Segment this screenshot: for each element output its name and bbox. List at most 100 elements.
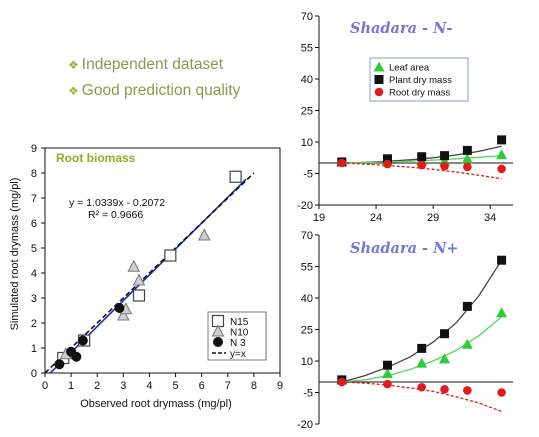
y-tick-label: 7 [31,193,37,205]
panel-n-plus-data-point [417,382,427,392]
panel-n-minus-y-tick-label: -20 [297,200,313,212]
bullet-text: Good prediction quality [81,82,241,99]
diamond-bullet-icon: ❖ [68,58,79,72]
panel-n-minus-legend-label: Root dry mass [389,88,450,99]
bullet-item: ❖ Independent dataset [68,52,240,78]
panel-n-plus-data-point [497,255,507,265]
y-tick-label: 9 [31,143,37,155]
panel-n-minus-data-point [417,160,427,170]
panel-n-minus-y-tick-label: -5 [303,169,313,181]
panel-n-minus-x-tick-label: 19 [313,212,325,224]
panel-n-minus-y-tick-label: 55 [301,43,313,55]
panel-n-minus-data-point [440,151,450,161]
panel-n-plus-y-tick-label: 25 [301,325,313,337]
y-tick-label: 2 [31,318,37,330]
y-tick-label: 4 [31,268,37,280]
panel-n-plus-y-tick-label: 55 [301,262,313,274]
panel-n-plus-data-point [382,360,392,370]
panel-n-minus-title: Shadara - N- [350,20,452,37]
panel-n-plus-y-tick-label: -20 [297,419,313,431]
data-point [114,303,125,313]
y-tick-label: 5 [31,243,37,255]
panel-n-plus-data-point [439,353,451,364]
panel-n-minus-y-tick-label: 10 [301,137,313,149]
panel-n-minus-legend-label: Leaf area [389,63,430,74]
x-tick-label: 9 [277,380,283,392]
panel-n-plus-y-tick-label: 10 [301,356,313,368]
panel-n-plus-data-point [337,377,347,387]
panel-n-minus-legend-label: Plant dry mass [389,75,452,86]
panel-n-plus-data-point [462,301,472,311]
panel-n-plus-data-point [497,388,506,397]
panel-n-plus-data-point [417,343,427,353]
scatter-title: Root biomass [56,151,136,165]
panel-n-plus-data-point [416,357,428,368]
x-tick-label: 2 [94,380,100,392]
bullet-text: Independent dataset [81,56,224,73]
data-point [127,259,141,272]
legend-label: y=x [230,349,246,360]
panel-n-minus-legend-box [369,57,469,102]
panel-n-minus-data-point [496,149,508,160]
data-point [77,335,88,346]
panel-n-plus-y-tick-label: -5 [303,388,313,400]
y-tick-label: 3 [31,293,37,305]
x-tick-label: 7 [225,380,231,392]
data-point [132,289,146,302]
data-point [229,170,242,183]
legend-label: N10 [230,328,249,339]
y-tick-label: 1 [31,343,37,355]
y-tick-label: 0 [31,368,37,380]
panel-n-minus-data-point [462,145,472,155]
x-tick-label: 1 [68,380,74,392]
y-tick-label: 6 [31,218,37,230]
panel-n-minus-y-tick-label: 40 [301,74,313,86]
panel-n-plus-data-point [496,307,508,318]
regression-equation: y = 1.0339x - 0.2072 [69,197,165,209]
panel-n-minus-data-point [497,135,507,145]
x-tick-label: 5 [172,380,178,392]
data-point [132,273,146,286]
panel-n-minus-data-point [383,159,392,169]
panel-n-plus-data-point [383,379,392,389]
x-tick-label: 4 [146,380,152,392]
legend-marker [213,337,223,347]
panel-n-minus-legend-marker [373,61,385,72]
panel-n-minus-y-tick-label: 25 [301,106,313,118]
panel-n-minus-data-point [497,164,506,174]
panel-n-minus-x-tick-label: 29 [427,212,439,224]
panel-n-plus-y-tick-label: 70 [301,230,313,242]
scatter-plot-frame [44,147,281,374]
diamond-bullet-icon: ❖ [68,84,79,98]
scatter-ylabel: Simulated root drymass (mg/pl) [9,178,21,331]
r-squared-label: R² = 0.9666 [88,209,143,221]
y-tick-label: 8 [31,168,37,180]
panel-n-plus-title: Shadara - N+ [350,240,459,257]
data-point [164,249,177,262]
panel-n-minus-y-tick-label: 70 [301,11,313,23]
panel-n-minus-data-point [382,154,392,164]
panel-n-minus-x-tick-label: 34 [484,212,496,224]
data-point [117,308,130,321]
panel-n-minus-data-point [440,161,449,171]
panel-n-minus-data-point [463,162,472,172]
x-tick-label: 8 [251,380,257,392]
panel-n-plus-y-tick-label: 40 [301,293,313,305]
data-point [71,351,82,362]
panel-n-plus-data-point [440,329,450,339]
panel-n-plus-data-point [381,368,393,379]
x-tick-label: 3 [120,380,126,392]
panel-n-minus-legend-marker [374,87,384,97]
panel-n-minus-x-tick-label: 24 [370,212,382,224]
x-tick-label: 0 [42,380,48,392]
panel-n-plus-data-point [463,386,472,395]
panel-n-minus-data-point [337,158,347,168]
panel-n-minus-data-point [417,152,427,162]
data-point [54,359,65,370]
scatter-xlabel: Observed root drymass (mg/pl) [80,398,232,410]
panel-n-minus-data-point [461,153,473,164]
data-point [197,228,211,241]
panel-n-plus-data-point [461,338,473,349]
legend-marker [211,324,225,337]
